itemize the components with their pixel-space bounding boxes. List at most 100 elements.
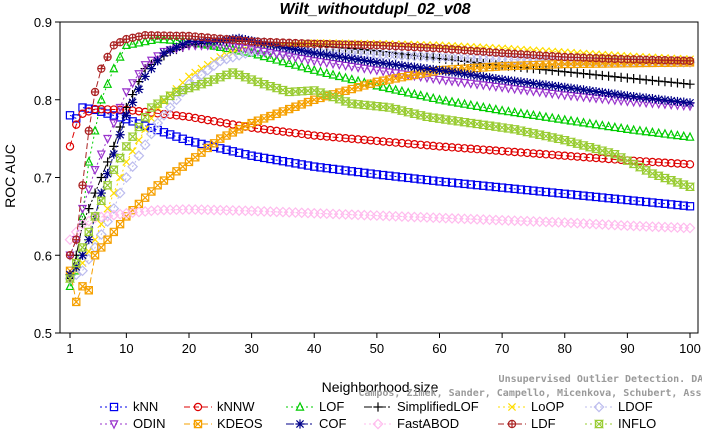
point-lof [403, 87, 413, 97]
point-knnw [554, 151, 563, 160]
point-cof [416, 63, 426, 73]
point-odin [553, 90, 564, 100]
point-cof [478, 72, 488, 82]
point-knn [284, 158, 294, 167]
point-simplifiedlof [647, 75, 658, 86]
point-ldof [208, 60, 220, 71]
point-knn [472, 180, 482, 190]
point-cof [434, 65, 445, 75]
point-knnw [184, 112, 194, 122]
point-odin [422, 73, 432, 84]
point-odin [253, 46, 263, 56]
point-knn [228, 147, 238, 156]
point-knnw [403, 139, 413, 148]
point-cof [384, 59, 394, 69]
point-lof [604, 121, 614, 131]
point-cof [453, 68, 463, 78]
point-knn [291, 159, 300, 168]
point-knn [297, 160, 306, 169]
point-knnw [259, 125, 269, 134]
point-cof [672, 96, 683, 107]
point-knn [491, 182, 501, 192]
point-knnw [197, 114, 206, 124]
point-odin [340, 61, 351, 71]
point-knn [591, 192, 601, 202]
point-knn [504, 184, 513, 193]
point-cof [679, 97, 689, 107]
point-cof [159, 48, 169, 58]
point-lof [685, 131, 695, 141]
series-fastabod [64, 203, 696, 246]
point-lof [453, 97, 463, 107]
point-lof [610, 121, 620, 132]
point-knn [191, 138, 200, 147]
point-knnw [654, 158, 663, 167]
point-ldof [102, 216, 114, 228]
point-knnw [641, 157, 651, 166]
point-cof [629, 91, 639, 102]
point-cof [146, 64, 157, 74]
point-cof [190, 36, 200, 46]
point-knnw [541, 150, 551, 159]
point-kdeos [109, 227, 119, 237]
point-inflo [115, 153, 126, 163]
point-knn [516, 185, 526, 194]
point-lof [416, 90, 426, 100]
point-simplifiedlof [453, 56, 463, 66]
point-cof [566, 83, 576, 93]
point-knnw [247, 123, 256, 132]
point-knnw [447, 143, 457, 152]
point-lof [578, 117, 589, 127]
series-line-lof [69, 38, 691, 287]
point-knn [259, 153, 269, 163]
point-knn [466, 180, 476, 189]
point-lof [340, 72, 351, 82]
point-knn [216, 144, 225, 153]
point-lof [672, 130, 683, 140]
point-knn [648, 198, 657, 207]
point-knnw [548, 150, 557, 159]
point-cof [134, 84, 144, 94]
point-simplifiedlof [560, 67, 570, 77]
point-simplifiedlof [622, 73, 632, 83]
point-cof [428, 64, 438, 75]
point-knnw [378, 137, 388, 146]
point-knn [241, 150, 250, 159]
point-knn [416, 175, 425, 184]
point-knnw [441, 142, 450, 152]
point-kdeos [84, 286, 93, 295]
point-lof [397, 85, 407, 96]
point-ldof [227, 51, 239, 63]
series-line-cof [69, 37, 691, 276]
point-cof [647, 94, 658, 104]
legend-label: LoOP [531, 399, 564, 414]
point-knnw [522, 148, 532, 158]
series-inflo [64, 68, 696, 283]
point-inflo [90, 212, 101, 221]
point-simplifiedlof [572, 68, 582, 78]
point-simplifiedlof [654, 76, 664, 86]
point-ldof [120, 172, 132, 183]
point-knnw [454, 143, 463, 152]
point-odin [497, 83, 507, 93]
point-odin [290, 53, 301, 63]
point-cof [491, 74, 501, 84]
legend-marker [373, 402, 383, 412]
legend-entry-cof: COF [286, 416, 347, 431]
point-simplifiedlof [635, 74, 645, 84]
point-lof [272, 54, 282, 64]
x-tick-label: 30 [244, 341, 258, 356]
point-simplifiedlof [666, 77, 676, 87]
point-cof [309, 48, 319, 58]
point-knn [278, 156, 288, 166]
point-cof [115, 130, 125, 140]
point-inflo [127, 132, 138, 141]
point-cof [541, 80, 551, 90]
legend-marker [295, 401, 305, 411]
point-ldof [196, 69, 207, 81]
point-knnw [485, 145, 494, 155]
series-knn [65, 103, 695, 211]
point-inflo [684, 182, 696, 192]
point-knnw [97, 105, 106, 114]
point-odin [247, 45, 257, 55]
